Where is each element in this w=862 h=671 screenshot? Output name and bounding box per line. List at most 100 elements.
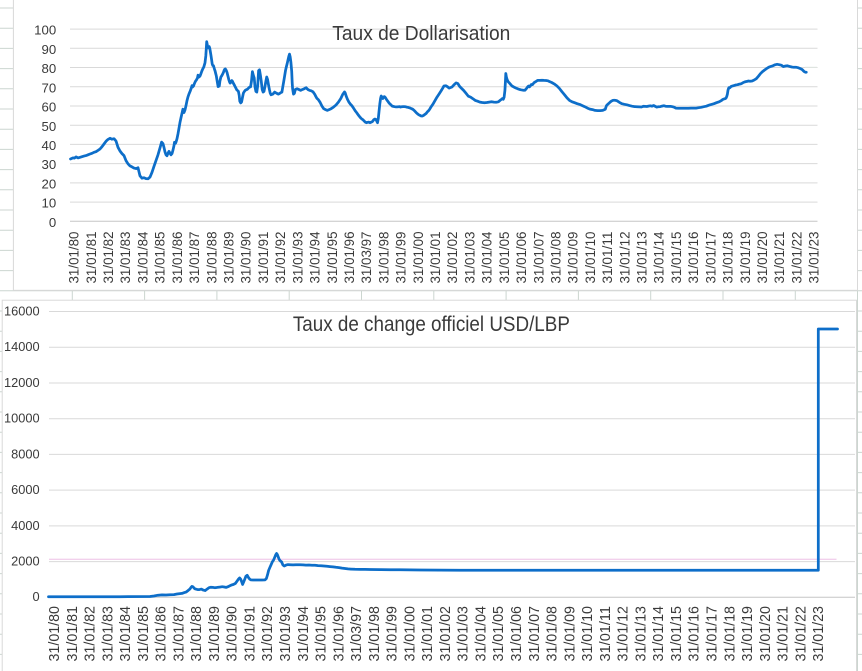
svg-text:31/01/11: 31/01/11 — [598, 606, 614, 662]
svg-text:31/01/01: 31/01/01 — [420, 606, 436, 662]
svg-text:31/01/13: 31/01/13 — [633, 606, 649, 662]
svg-text:31/01/21: 31/01/21 — [771, 231, 787, 283]
svg-text:31/01/15: 31/01/15 — [669, 606, 685, 662]
svg-text:90: 90 — [42, 42, 57, 57]
svg-text:31/01/98: 31/01/98 — [367, 606, 383, 662]
svg-text:31/01/08: 31/01/08 — [545, 606, 561, 662]
svg-text:20: 20 — [42, 177, 57, 192]
svg-text:31/01/96: 31/01/96 — [341, 231, 357, 283]
svg-text:31/01/84: 31/01/84 — [134, 231, 150, 283]
svg-text:31/01/12: 31/01/12 — [616, 606, 632, 662]
svg-text:31/01/00: 31/01/00 — [410, 231, 426, 283]
svg-text:31/01/99: 31/01/99 — [393, 231, 409, 283]
svg-text:31/01/19: 31/01/19 — [737, 231, 753, 283]
svg-text:31/01/18: 31/01/18 — [720, 231, 736, 283]
svg-text:8000: 8000 — [11, 446, 39, 461]
svg-text:31/01/11: 31/01/11 — [599, 231, 615, 283]
svg-text:31/01/22: 31/01/22 — [788, 231, 804, 283]
svg-text:31/01/15: 31/01/15 — [668, 231, 684, 283]
svg-text:10000: 10000 — [4, 411, 40, 426]
svg-text:31/01/95: 31/01/95 — [324, 231, 340, 283]
svg-text:31/01/94: 31/01/94 — [296, 606, 312, 662]
svg-text:31/01/95: 31/01/95 — [314, 606, 330, 662]
svg-text:31/01/85: 31/01/85 — [136, 606, 152, 662]
svg-text:31/01/16: 31/01/16 — [687, 606, 703, 662]
svg-text:60: 60 — [42, 100, 57, 115]
svg-text:31/01/07: 31/01/07 — [530, 231, 546, 283]
svg-text:30: 30 — [42, 157, 57, 172]
svg-text:31/01/90: 31/01/90 — [225, 606, 241, 662]
svg-text:31/01/96: 31/01/96 — [331, 606, 347, 662]
svg-text:40: 40 — [42, 138, 57, 153]
svg-text:31/01/91: 31/01/91 — [255, 231, 271, 283]
svg-text:31/01/19: 31/01/19 — [740, 606, 756, 662]
svg-text:31/01/86: 31/01/86 — [154, 606, 170, 662]
svg-text:31/01/20: 31/01/20 — [758, 606, 774, 662]
svg-text:80: 80 — [42, 61, 57, 76]
svg-text:31/01/93: 31/01/93 — [289, 231, 305, 283]
svg-text:31/01/04: 31/01/04 — [479, 231, 495, 283]
svg-text:31/01/00: 31/01/00 — [402, 606, 418, 662]
svg-text:Taux de change officiel USD/LB: Taux de change officiel USD/LBP — [293, 313, 570, 336]
svg-text:2000: 2000 — [11, 554, 39, 569]
svg-text:31/01/20: 31/01/20 — [754, 231, 770, 283]
svg-text:31/01/80: 31/01/80 — [66, 231, 82, 283]
svg-text:31/01/18: 31/01/18 — [722, 606, 738, 662]
svg-text:31/01/82: 31/01/82 — [100, 231, 116, 283]
svg-text:31/01/14: 31/01/14 — [651, 231, 667, 283]
svg-text:31/01/05: 31/01/05 — [496, 231, 512, 283]
svg-text:31/01/06: 31/01/06 — [509, 606, 525, 662]
svg-text:31/01/03: 31/01/03 — [456, 606, 472, 662]
svg-text:31/01/13: 31/01/13 — [634, 231, 650, 283]
svg-text:31/01/84: 31/01/84 — [118, 606, 134, 662]
svg-text:14000: 14000 — [4, 339, 40, 354]
svg-text:12000: 12000 — [4, 375, 40, 390]
svg-text:31/01/98: 31/01/98 — [375, 231, 391, 283]
svg-text:0: 0 — [32, 589, 39, 604]
svg-text:31/01/87: 31/01/87 — [171, 606, 187, 662]
svg-text:31/01/16: 31/01/16 — [685, 231, 701, 283]
svg-text:31/01/83: 31/01/83 — [117, 231, 133, 283]
svg-text:4000: 4000 — [11, 518, 39, 533]
svg-text:31/01/82: 31/01/82 — [83, 606, 99, 662]
svg-text:31/01/85: 31/01/85 — [152, 231, 168, 283]
svg-text:31/01/80: 31/01/80 — [47, 606, 63, 662]
svg-text:31/01/92: 31/01/92 — [272, 231, 288, 283]
svg-text:31/01/05: 31/01/05 — [491, 606, 507, 662]
svg-text:31/03/97: 31/03/97 — [358, 231, 374, 283]
svg-text:31/01/23: 31/01/23 — [806, 231, 822, 283]
svg-text:31/01/90: 31/01/90 — [238, 231, 254, 283]
svg-text:31/01/03: 31/01/03 — [461, 231, 477, 283]
svg-text:31/01/92: 31/01/92 — [260, 606, 276, 662]
svg-text:31/01/17: 31/01/17 — [705, 606, 721, 662]
svg-text:31/01/99: 31/01/99 — [385, 606, 401, 662]
svg-text:31/01/21: 31/01/21 — [776, 606, 792, 662]
svg-text:31/01/87: 31/01/87 — [186, 231, 202, 283]
svg-text:31/01/86: 31/01/86 — [169, 231, 185, 283]
svg-text:31/01/01: 31/01/01 — [427, 231, 443, 283]
svg-text:31/01/88: 31/01/88 — [203, 231, 219, 283]
svg-text:31/01/22: 31/01/22 — [793, 606, 809, 662]
svg-text:31/01/09: 31/01/09 — [565, 231, 581, 283]
svg-text:0: 0 — [49, 215, 56, 230]
svg-text:31/01/91: 31/01/91 — [243, 606, 259, 662]
svg-text:31/01/23: 31/01/23 — [811, 606, 827, 662]
svg-text:31/01/83: 31/01/83 — [100, 606, 116, 662]
svg-text:31/01/88: 31/01/88 — [189, 606, 205, 662]
svg-text:Taux de Dollarisation: Taux de Dollarisation — [332, 23, 510, 45]
svg-text:31/01/12: 31/01/12 — [616, 231, 632, 283]
svg-text:31/01/81: 31/01/81 — [65, 606, 81, 662]
svg-text:6000: 6000 — [11, 482, 39, 497]
svg-text:31/01/09: 31/01/09 — [562, 606, 578, 662]
svg-text:100: 100 — [34, 23, 56, 38]
svg-text:31/01/93: 31/01/93 — [278, 606, 294, 662]
svg-text:31/03/97: 31/03/97 — [349, 606, 365, 662]
svg-text:31/01/10: 31/01/10 — [580, 606, 596, 662]
svg-text:31/01/02: 31/01/02 — [444, 231, 460, 283]
svg-text:31/01/04: 31/01/04 — [474, 606, 490, 662]
svg-text:50: 50 — [42, 119, 57, 134]
svg-text:31/01/14: 31/01/14 — [651, 606, 667, 662]
svg-text:31/01/02: 31/01/02 — [438, 606, 454, 662]
svg-text:31/01/08: 31/01/08 — [548, 231, 564, 283]
svg-text:31/01/06: 31/01/06 — [513, 231, 529, 283]
